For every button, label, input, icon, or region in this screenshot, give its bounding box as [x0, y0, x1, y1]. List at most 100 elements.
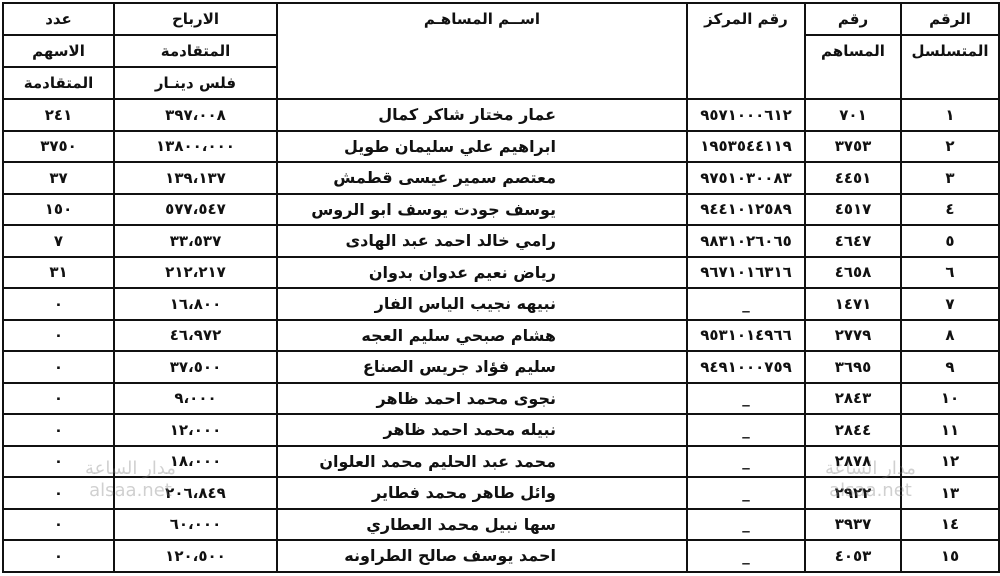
table-cell: ٠: [2, 507, 115, 541]
header-cell: عدد الاسهم المتقادمة: [2, 2, 115, 100]
cell-text: نجوى محمد احمد ظاهر: [376, 388, 556, 408]
table-row: ٧ ١٤٧١ _ نبيهه نجيب الياس الفار ١٦،٨٠٠ ٠: [2, 287, 1000, 321]
cell-text: _: [742, 389, 750, 408]
cell-text: ٢٤١: [44, 105, 73, 124]
cell-text: ١: [945, 105, 955, 124]
cell-text: ١٦،٨٠٠: [169, 294, 222, 313]
cell-text: ٣٣،٥٣٧: [169, 231, 222, 250]
table-cell: ٣٣،٥٣٧: [113, 224, 278, 258]
cell-text: ٨: [945, 326, 955, 345]
table-row: ٦ ٤٦٥٨ ٩٦٧١٠١٦٣١٦ رياض نعيم عدوان بدوان ٢١٢،…: [2, 255, 1000, 289]
header-text: المتسلسل: [911, 42, 989, 60]
cell-text: _: [742, 546, 750, 565]
cell-text: ٧: [53, 231, 64, 250]
cell-text: ٥٧٧،٥٤٧: [165, 200, 226, 219]
table-cell: معتصم سمير عيسى قطمش: [276, 161, 688, 195]
cell-text: رياض نعيم عدوان بدوان: [368, 262, 556, 282]
cell-text: ٤٠٥٣: [834, 546, 872, 565]
table-cell: ١٨،٠٠٠: [113, 444, 278, 478]
table-cell: ٩٨٣١٠٢٦٠٦٥: [686, 224, 806, 258]
cell-text: محمد عبد الحليم محمد العلوان: [319, 451, 556, 471]
cell-text: ١٢: [940, 452, 960, 471]
table-cell: ١٤: [900, 507, 1000, 541]
table-cell: ٧: [900, 287, 1000, 321]
cell-text: ٣٦٩٥: [834, 357, 872, 376]
cell-text: ٠: [53, 294, 64, 313]
cell-text: يوسف جودت يوسف ابو الروس: [311, 199, 556, 219]
header-text: المساهم: [821, 42, 885, 60]
table-cell: _: [686, 413, 806, 447]
table-cell: احمد يوسف صالح الطراونه: [276, 539, 688, 573]
cell-text: ٤٦٥٨: [834, 263, 872, 282]
table-cell: ٣١: [2, 255, 115, 289]
cell-text: ٩٥٣١٠١٤٩٦٦: [700, 326, 792, 345]
cell-text: ٣٧،٥٠٠: [169, 357, 222, 376]
cell-text: سها نبيل محمد العطاري: [366, 514, 556, 534]
cell-text: ٠: [53, 357, 64, 376]
table-cell: هشام صبحي سليم العجه: [276, 318, 688, 352]
cell-text: ١٣٩،١٣٧: [165, 168, 226, 187]
table-cell: ٣٧: [2, 161, 115, 195]
table-row: ٩ ٣٦٩٥ ٩٤٩١٠٠٠٧٥٩ سليم فؤاد جريس الصناع ٣٧،٥…: [2, 350, 1000, 384]
cell-text: نبيله محمد احمد ظاهر: [383, 420, 556, 440]
table-row: ١٠ ٢٨٤٣ _ نجوى محمد احمد ظاهر ٩،٠٠٠ ٠: [2, 381, 1000, 415]
table-cell: رياض نعيم عدوان بدوان: [276, 255, 688, 289]
cell-text: ١٥: [940, 546, 960, 565]
cell-text: ٣: [945, 168, 955, 187]
table-row: ٨ ٢٧٧٩ ٩٥٣١٠١٤٩٦٦ هشام صبحي سليم العجه ٤٦،٩٧…: [2, 318, 1000, 352]
cell-text: ٣٧: [49, 168, 68, 187]
cell-text: ٩٤٩١٠٠٠٧٥٩: [700, 357, 792, 376]
cell-text: ٣١: [49, 263, 68, 282]
cell-text: ١٨،٠٠٠: [169, 452, 222, 471]
table-cell: ٦: [900, 255, 1000, 289]
cell-text: ٠: [53, 389, 64, 408]
cell-text: ١٣: [940, 483, 960, 502]
table-cell: ٠: [2, 444, 115, 478]
table-cell: ٢٠٦،٨٤٩: [113, 476, 278, 510]
cell-text: ٢٧٧٩: [834, 326, 872, 345]
cell-text: ٧٠١: [839, 105, 867, 124]
cell-text: ٢٠٦،٨٤٩: [165, 483, 226, 502]
cell-text: ١٢٠،٥٠٠: [165, 546, 226, 565]
table-cell: ٥٧٧،٥٤٧: [113, 192, 278, 226]
cell-text: ٧: [945, 294, 955, 313]
cell-text: ٢٨٧٨: [834, 452, 872, 471]
table-cell: ١٢: [900, 444, 1000, 478]
table-cell: _: [686, 287, 806, 321]
table-cell: ٤٦٥٨: [804, 255, 902, 289]
table-cell: ٤٥١٧: [804, 192, 902, 226]
cell-text: ١١: [940, 420, 960, 439]
cell-text: _: [742, 294, 750, 313]
table-cell: ٤: [900, 192, 1000, 226]
table-cell: _: [686, 539, 806, 573]
cell-text: ١٥٠: [44, 200, 73, 219]
table-cell: ٠: [2, 476, 115, 510]
header-text: المتقادمة: [116, 36, 275, 68]
header-text: رقم المركز: [704, 10, 788, 28]
cell-text: ٤٦٤٧: [834, 231, 872, 250]
table-cell: ١٠: [900, 381, 1000, 415]
table-row: ٣ ٤٤٥١ ٩٧٥١٠٣٠٠٨٣ معتصم سمير عيسى قطمش ١٣٩،١…: [2, 161, 1000, 195]
table-row: ٢ ٣٧٥٣ ١٩٥٣٥٤٤١١٩ ابراهيم علي سليمان طويل ١٣…: [2, 129, 1000, 163]
table-cell: ٥: [900, 224, 1000, 258]
cell-text: ٩: [945, 357, 955, 376]
cell-text: ٢: [945, 137, 955, 156]
header-row: الرقم المتسلسل رقم المساهم رقم المركز اســم ا…: [2, 2, 1000, 100]
table-cell: ٢٤١: [2, 98, 115, 132]
cell-text: ١٤٧١: [834, 294, 872, 313]
table-cell: ٢٨٤٤: [804, 413, 902, 447]
table-cell: ١٣٩،١٣٧: [113, 161, 278, 195]
cell-text: هشام صبحي سليم العجه: [361, 325, 556, 345]
table-cell: ٩٥٣١٠١٤٩٦٦: [686, 318, 806, 352]
cell-text: ٠: [53, 546, 64, 565]
table-cell: ٦٠،٠٠٠: [113, 507, 278, 541]
table-cell: ٣٦٩٥: [804, 350, 902, 384]
cell-text: ٤٤٥١: [834, 168, 872, 187]
table-cell: سليم فؤاد جريس الصناع: [276, 350, 688, 384]
table-cell: _: [686, 476, 806, 510]
cell-text: ٩٤٤١٠١٢٥٨٩: [700, 200, 792, 219]
table-cell: ٨: [900, 318, 1000, 352]
cell-text: ١٣٨٠٠،٠٠٠: [156, 137, 235, 156]
header-text: الرقم: [903, 5, 997, 36]
cell-text: احمد يوسف صالح الطراونه: [344, 546, 556, 566]
